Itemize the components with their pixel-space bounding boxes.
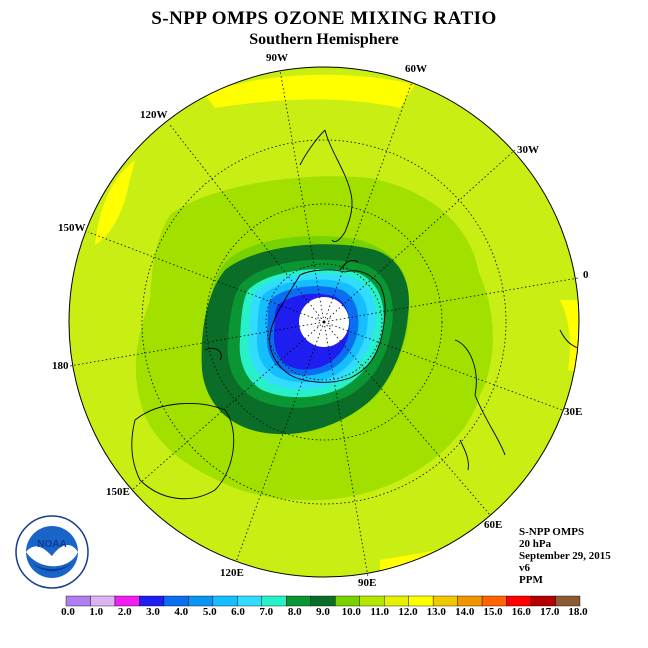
pole-marker bbox=[317, 317, 331, 327]
colorbar-swatch bbox=[408, 595, 434, 607]
info-level: 20 hPa bbox=[519, 538, 552, 550]
meridian-60e bbox=[323, 321, 491, 516]
colorbar-swatch bbox=[65, 595, 91, 607]
colorbar-swatch bbox=[114, 595, 140, 607]
longitude-label-120e: 120E bbox=[220, 567, 244, 579]
africa-coastline bbox=[454, 339, 506, 456]
south-america-coastline bbox=[324, 129, 353, 243]
longitude-label-120w: 120W bbox=[140, 109, 168, 121]
colorbar-tick-label: 2.0 bbox=[117, 606, 132, 618]
colorbar-swatch bbox=[188, 595, 214, 607]
colorbar-swatch bbox=[163, 595, 189, 607]
info-date: September 29, 2015 bbox=[519, 550, 611, 562]
noaa-logo: NOAA bbox=[15, 515, 89, 589]
info-units: PPM bbox=[519, 574, 543, 586]
colorbar-swatch bbox=[555, 595, 581, 607]
colorbar-tick-label: 7.0 bbox=[259, 606, 274, 618]
colorbar-swatch bbox=[237, 595, 263, 607]
colorbar-swatch bbox=[457, 595, 483, 607]
longitude-label-180: 180 bbox=[52, 360, 69, 372]
colorbar-swatch bbox=[335, 595, 360, 607]
info-instrument: S-NPP OMPS bbox=[519, 526, 585, 538]
contour-13-14-north bbox=[205, 74, 415, 108]
graticule bbox=[69, 69, 579, 578]
colorbar-tick-label: 15.0 bbox=[483, 606, 503, 618]
noaa-logo-wave bbox=[30, 560, 74, 572]
info-version: v6 bbox=[519, 562, 530, 574]
map-boundary bbox=[68, 66, 580, 578]
colorbar-tick-label: 18.0 bbox=[568, 606, 588, 618]
noaa-logo-text: NOAA bbox=[37, 539, 66, 550]
meridian-0 bbox=[323, 277, 579, 323]
meridian-180 bbox=[69, 321, 325, 367]
meridian-150e bbox=[131, 321, 325, 491]
colorbar-tick-label: 1.0 bbox=[89, 606, 104, 618]
latitude-circle bbox=[265, 263, 383, 381]
meridian-90w bbox=[279, 69, 325, 323]
latitude-circle bbox=[141, 139, 507, 505]
colorbar-tick-label: 11.0 bbox=[370, 606, 390, 618]
info-block: S-NPP OMPS 20 hPa September 29, 2015 v6 … bbox=[519, 526, 611, 586]
contour-13-14-west bbox=[95, 160, 135, 245]
colorbar-tick-label: 8.0 bbox=[287, 606, 302, 618]
longitude-label-30e: 30E bbox=[564, 406, 583, 418]
longitude-label-60e: 60E bbox=[484, 519, 503, 531]
colorbar-swatch bbox=[310, 595, 336, 607]
latitude-circle bbox=[205, 203, 443, 441]
colorbar-swatch bbox=[383, 595, 409, 607]
antarctica-coastline bbox=[269, 269, 386, 383]
colorbar-swatch bbox=[212, 595, 238, 607]
meridian-90e bbox=[323, 321, 369, 578]
australia-coastline bbox=[131, 402, 235, 500]
colorbar-tick-label: 4.0 bbox=[174, 606, 189, 618]
antarctic-peninsula bbox=[339, 259, 359, 271]
colorbar-tick-label: 6.0 bbox=[231, 606, 245, 618]
map-title: S-NPP OMPS OZONE MIXING RATIO bbox=[151, 8, 497, 29]
colorbar-swatch bbox=[139, 595, 165, 607]
colorbar-tick-label: 5.0 bbox=[202, 606, 217, 618]
noaa-logo-bird bbox=[26, 545, 78, 567]
south-america-west-coast bbox=[299, 129, 326, 166]
colorbar-tick-label: 12.0 bbox=[398, 606, 418, 618]
longitude-label-60w: 60W bbox=[405, 63, 427, 75]
colorbar-swatch bbox=[506, 595, 532, 607]
longitude-label-0: 0 bbox=[583, 269, 589, 281]
colorbar-tick-label: 0.0 bbox=[61, 606, 75, 618]
coastlines bbox=[131, 129, 579, 500]
colorbar-tick-label: 17.0 bbox=[540, 606, 560, 618]
map-subtitle: Southern Hemisphere bbox=[249, 31, 399, 48]
longitude-label-150w: 150W bbox=[58, 222, 86, 234]
colorbar-tick-label: 13.0 bbox=[426, 606, 446, 618]
colorbar-swatch bbox=[481, 595, 507, 607]
colorbar-swatch bbox=[261, 595, 287, 607]
meridian-120w bbox=[169, 124, 325, 323]
colorbar-labels: 0.0 1.0 2.0 3.0 4.0 5.0 6.0 7.0 8.0 9.0 10.0 11.0 12… bbox=[0, 606, 648, 620]
colorbar-swatch bbox=[286, 595, 311, 607]
meridian-30w bbox=[323, 149, 516, 323]
colorbar-tick-label: 16.0 bbox=[511, 606, 531, 618]
new-zealand-coastline bbox=[204, 347, 222, 361]
meridian-120e bbox=[235, 321, 325, 563]
colorbar-swatch bbox=[530, 595, 556, 607]
colorbar-tick-label: 14.0 bbox=[455, 606, 475, 618]
colorbar-swatch bbox=[90, 595, 116, 607]
colorbar-tick-label: 10.0 bbox=[341, 606, 361, 618]
colorbar-swatch bbox=[432, 595, 458, 607]
contour-13-14-east bbox=[560, 300, 578, 372]
longitude-label-150e: 150E bbox=[106, 486, 130, 498]
colorbar bbox=[65, 595, 581, 607]
longitude-label-30w: 30W bbox=[517, 144, 539, 156]
colorbar-swatch bbox=[359, 595, 385, 607]
colorbar-tick-label: 9.0 bbox=[316, 606, 330, 618]
longitude-label-90w: 90W bbox=[266, 52, 288, 64]
noaa-logo-disk bbox=[26, 526, 78, 578]
colorbar-tick-label: 3.0 bbox=[146, 606, 160, 618]
madagascar-coastline bbox=[459, 439, 469, 471]
longitude-label-90e: 90E bbox=[358, 577, 377, 589]
meridian-60w bbox=[323, 81, 413, 323]
africa-east-coast bbox=[559, 329, 579, 349]
